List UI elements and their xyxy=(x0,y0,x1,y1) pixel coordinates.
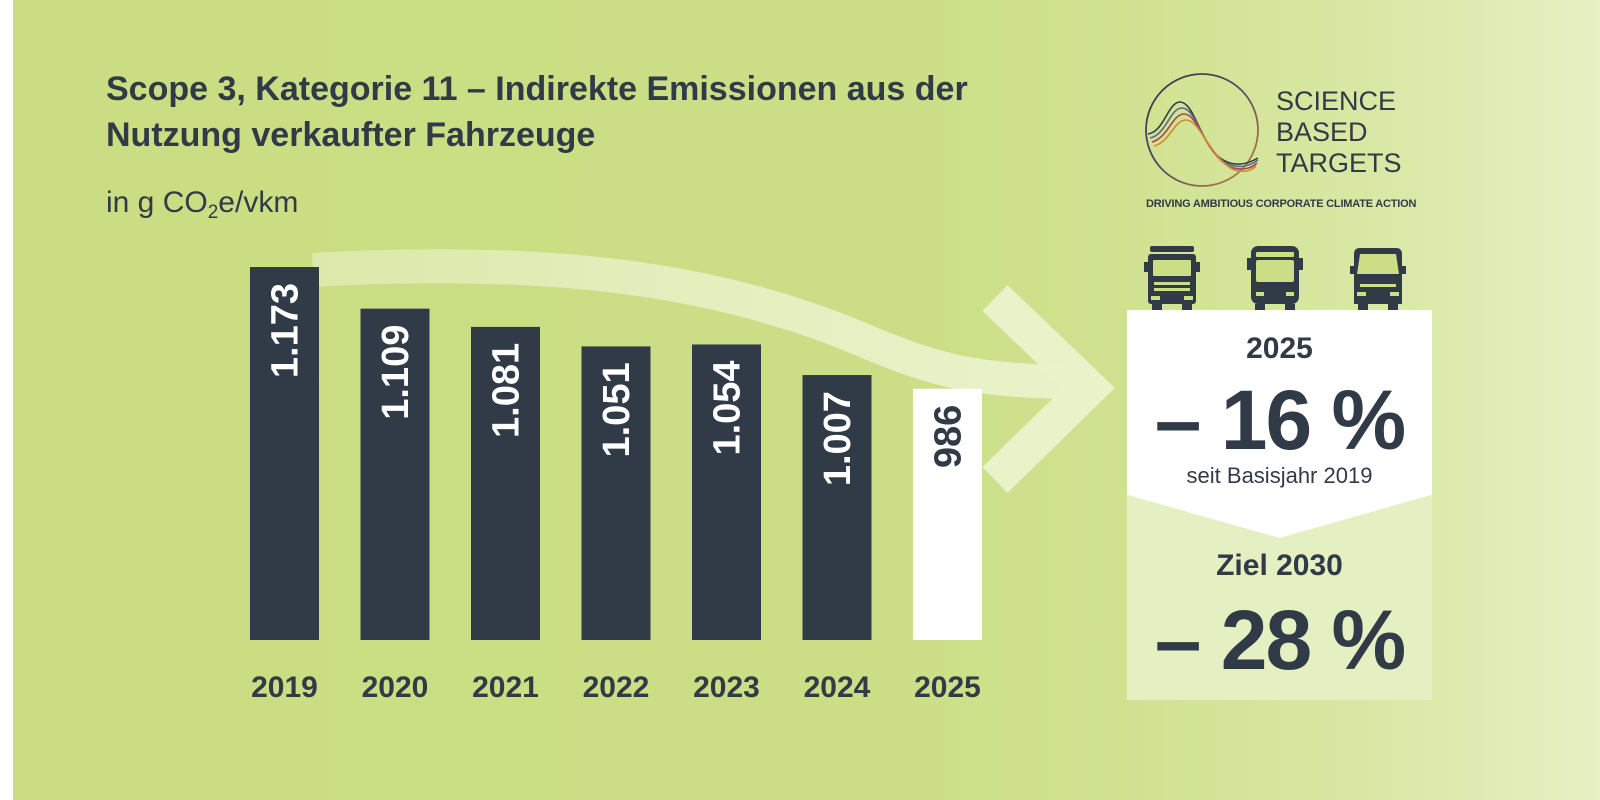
x-tick-label-2020: 2020 xyxy=(362,671,429,704)
truck-icon xyxy=(1144,246,1200,310)
result-panel xyxy=(1127,310,1432,538)
trend-arrow xyxy=(312,249,1115,493)
bus-icon xyxy=(1247,246,1303,310)
panel-goal-value: – 28 % xyxy=(1154,593,1407,687)
bar-2024 xyxy=(802,375,872,640)
bar-2020 xyxy=(360,308,430,640)
unit-suffix: e/vkm xyxy=(218,186,299,219)
logo-line-3: TARGETS xyxy=(1276,148,1402,178)
bar-2022 xyxy=(581,346,651,640)
sbt-logo-icon xyxy=(1145,73,1259,187)
bar-value-label-2022: 1.051 xyxy=(596,362,638,457)
x-tick-label-2024: 2024 xyxy=(804,671,871,704)
bar-chart: 1.173 2019 1.109 2020 1.081 2021 1.051 2022 1.05… xyxy=(250,249,1115,704)
bar-value-label-2021: 1.081 xyxy=(486,343,528,438)
logo-line-1: SCIENCE xyxy=(1276,86,1397,116)
bar-2023 xyxy=(692,344,761,640)
x-tick-label-2021: 2021 xyxy=(472,671,539,704)
chart-title: Scope 3, Kategorie 11 – Indirekte Emissi… xyxy=(106,70,968,154)
infographic: Scope 3, Kategorie 11 – Indirekte Emissi… xyxy=(13,0,1600,800)
bar-2021 xyxy=(471,326,540,640)
sbt-logo-text: SCIENCE BASED TARGETS xyxy=(1276,86,1402,179)
bar-value-label-2019: 1.173 xyxy=(265,283,307,378)
unit-prefix: in g CO xyxy=(106,186,208,219)
logo-tagline: DRIVING AMBITIOUS CORPORATE CLIMATE ACTI… xyxy=(1146,198,1417,210)
bar-value-label-2020: 1.109 xyxy=(375,325,417,420)
panel-since: seit Basisjahr 2019 xyxy=(1186,463,1373,488)
x-tick-label-2019: 2019 xyxy=(251,671,318,704)
bar-value-label-2025: 986 xyxy=(928,405,970,468)
unit-label: in g CO2e/vkm xyxy=(106,186,298,224)
unit-subscript: 2 xyxy=(207,202,219,223)
x-tick-label-2022: 2022 xyxy=(583,671,650,704)
x-tick-label-2023: 2023 xyxy=(693,671,760,704)
bar-value-label-2023: 1.054 xyxy=(707,360,749,455)
logo-line-2: BASED xyxy=(1276,117,1368,147)
x-tick-label-2025: 2025 xyxy=(914,671,981,704)
bar-2019 xyxy=(250,267,319,640)
bars-group: 1.173 2019 1.109 2020 1.081 2021 1.051 2022 1.05… xyxy=(250,267,982,704)
panel-reduction: – 16 % xyxy=(1154,373,1407,467)
van-icon xyxy=(1350,248,1406,310)
panel-year: 2025 xyxy=(1246,332,1313,365)
bar-value-label-2024: 1.007 xyxy=(817,391,859,486)
bar-2025 xyxy=(913,388,982,640)
panel-goal-label: Ziel 2030 xyxy=(1216,549,1343,582)
